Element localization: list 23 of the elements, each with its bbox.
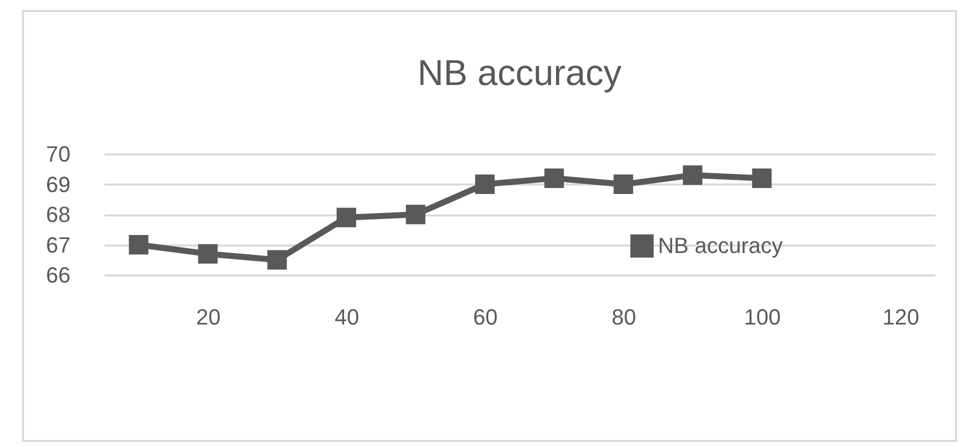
- y-tick-label: 69: [46, 172, 70, 197]
- legend-label: NB accuracy: [658, 233, 783, 258]
- chart-title: NB accuracy: [417, 52, 622, 93]
- point: [614, 174, 634, 194]
- x-tick-label: 120: [882, 304, 920, 330]
- y-tick-label: 70: [46, 142, 70, 166]
- point: [198, 244, 218, 264]
- point: [544, 168, 564, 188]
- point: [128, 235, 148, 254]
- point: [267, 250, 287, 270]
- y-tick-label: 67: [46, 232, 70, 258]
- point: [406, 204, 426, 224]
- y-tick-label: 68: [46, 202, 70, 227]
- x-tick-label: 40: [334, 304, 360, 330]
- x-tick-label: 100: [744, 304, 781, 330]
- x-tick-label: 60: [473, 304, 498, 330]
- point: [336, 208, 356, 228]
- point: [752, 168, 772, 188]
- x-tick-label: 20: [196, 304, 221, 330]
- x-tick-label: 80: [612, 304, 636, 330]
- point: [682, 165, 702, 185]
- y-tick-label: 66: [46, 262, 70, 288]
- point: [475, 174, 495, 194]
